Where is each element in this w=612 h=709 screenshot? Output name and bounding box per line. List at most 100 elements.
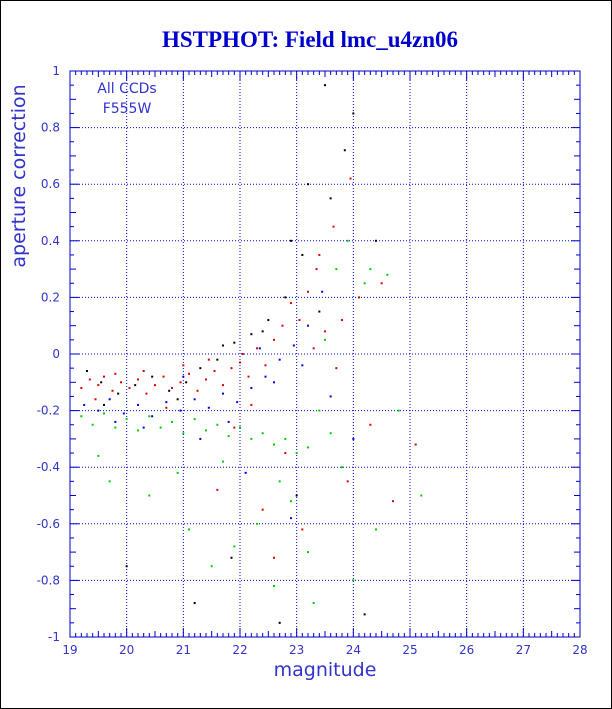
data-point [171,386,173,389]
data-point [392,500,394,503]
data-point [222,384,224,387]
x-axis-label: magnitude [274,659,377,681]
data-point [148,415,151,418]
data-point [188,372,190,375]
data-point [162,375,165,378]
data-point [250,403,253,406]
y-tick-label: 0.2 [41,290,60,304]
data-point [301,528,304,531]
y-tick-label: -0.2 [37,404,60,418]
x-tick-label: 24 [346,643,361,657]
data-point [196,389,199,392]
data-point [179,381,182,384]
data-point [120,381,122,384]
data-point [148,494,151,497]
data-point [273,443,275,446]
data-point [91,423,94,426]
data-point [213,369,216,372]
data-point [281,324,284,327]
data-points [80,84,423,624]
data-point [117,392,120,395]
data-point [122,412,125,415]
data-point [100,381,103,384]
x-tick-label: 22 [232,643,247,657]
data-point [80,386,83,389]
x-tick-label: 23 [289,643,304,657]
data-point [264,375,267,378]
data-point [295,494,298,497]
data-point [222,460,224,463]
data-point [193,398,196,401]
data-point [363,613,366,616]
data-point [159,426,162,429]
data-point [324,330,326,333]
data-point [292,344,295,347]
data-point [278,358,281,361]
annotation-filter: F555W [103,101,152,117]
data-point [207,406,210,409]
data-point [335,367,338,370]
data-point [397,409,400,412]
data-point [134,384,137,387]
data-point [241,353,244,355]
data-point [182,432,185,435]
data-point [386,273,389,276]
data-point [205,429,207,432]
data-point [298,319,301,322]
data-point [258,347,261,350]
data-point [114,420,117,423]
data-point [290,239,292,242]
data-point [332,225,335,228]
x-tick-label: 19 [62,643,77,657]
y-tick-label: -0.4 [37,460,60,474]
data-point [207,358,210,361]
x-tick-label: 21 [176,643,191,657]
data-point [335,268,338,271]
data-point [97,384,100,387]
data-point [205,378,207,381]
data-point [329,197,332,200]
data-point [216,423,219,426]
data-point [125,418,128,421]
data-point [346,480,349,483]
data-point [295,452,298,455]
y-tick-label: 0.4 [41,234,60,248]
data-point [352,579,355,582]
data-point [145,392,148,395]
data-point [273,338,275,341]
data-point [230,556,233,559]
data-point [349,177,352,180]
data-point [290,302,292,305]
y-tick-label: 0.8 [41,121,60,135]
y-tick-label: 0.6 [41,177,60,191]
data-point [230,367,233,370]
data-point [210,565,213,568]
data-point [256,347,258,350]
data-point [358,296,360,299]
data-point [182,364,185,367]
data-point [103,403,105,406]
data-point [414,443,417,446]
data-point [267,319,270,322]
data-point [108,398,111,401]
x-tick-label: 27 [516,643,531,657]
y-axis-label: aperture correction [8,84,30,267]
data-point [290,517,292,520]
data-point [250,437,253,440]
data-point [278,621,281,624]
data-point [176,471,179,474]
data-point [380,282,383,285]
data-point [341,466,343,469]
data-point [171,420,173,423]
data-point [329,395,332,398]
data-point [185,381,188,384]
data-point [312,602,315,605]
data-point [179,409,182,412]
data-point [182,375,185,378]
data-point [261,330,264,333]
data-point [233,545,236,548]
y-tick-label: 0 [52,347,60,361]
data-point [142,426,145,429]
data-point [321,290,324,293]
data-point [103,375,105,378]
